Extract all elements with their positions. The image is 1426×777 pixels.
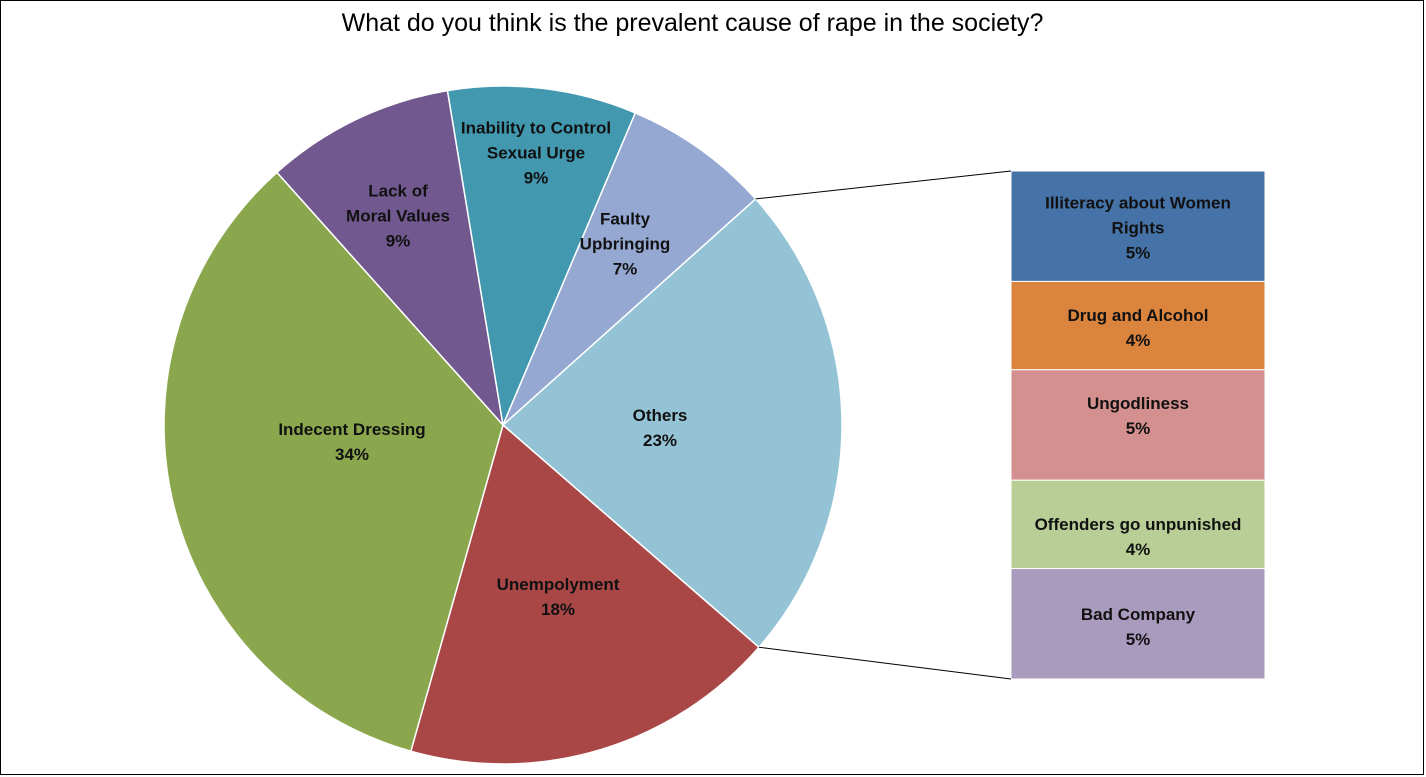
pie-slice-lack-of-moral-values — [275, 89, 505, 428]
bar-segment-offenders-go-unpunished-percent-label: 4% — [1126, 540, 1151, 559]
pie-slice-inability-to-control-sexual-urge — [446, 85, 637, 428]
pie-slice-unempolyment-percent-label: 18% — [541, 600, 575, 619]
pie-slice-unempolyment-label: Unempolyment — [497, 575, 620, 594]
pie-slice-lack-of-moral-values-percent-label: 9% — [386, 231, 411, 250]
pie-slice-inability-to-control-sexual-urge-label: Inability to Control — [461, 118, 611, 137]
bar-segment-ungodliness-label: Ungodliness — [1087, 394, 1189, 413]
pie-slice-indecent-dressing-percent-label: 34% — [335, 445, 369, 464]
pie-slice-faulty-upbringing-percent-label: 7% — [613, 259, 638, 278]
pie-slice-lack-of-moral-values-label: Moral Values — [346, 206, 450, 225]
pie-slice-others-label: Others — [633, 406, 688, 425]
bar-segment-illiteracy-about-women-rights — [1010, 170, 1266, 282]
pie-slice-inability-to-control-sexual-urge-percent-label: 9% — [524, 168, 549, 187]
pie-slice-faulty-upbringing-label: Faulty — [600, 209, 651, 228]
connector-line-bottom — [758, 646, 1012, 680]
bar-segment-drug-and-alcohol-label: Drug and Alcohol — [1067, 306, 1208, 325]
pie-slice-inability-to-control-sexual-urge-label: Sexual Urge — [487, 143, 585, 162]
bar-segment-ungodliness-percent-label: 5% — [1126, 419, 1151, 438]
bar-segment-offenders-go-unpunished-label: Offenders go unpunished — [1035, 515, 1242, 534]
pie-slice-unempolyment — [409, 423, 761, 765]
bar-segment-illiteracy-about-women-rights-label: Rights — [1112, 218, 1165, 237]
pie-slice-others — [501, 197, 843, 649]
bar-segment-drug-and-alcohol-percent-label: 4% — [1126, 331, 1151, 350]
pie-slice-indecent-dressing-label: Indecent Dressing — [278, 420, 425, 439]
pie-slice-faulty-upbringing-label: Upbringing — [580, 234, 671, 253]
connector-line-top — [755, 170, 1012, 200]
bar-segment-bad-company-label: Bad Company — [1081, 605, 1196, 624]
bar-segment-bad-company — [1010, 568, 1266, 680]
pie-slice-others-percent-label: 23% — [643, 431, 677, 450]
bar-segment-illiteracy-about-women-rights-percent-label: 5% — [1126, 243, 1151, 262]
pie-slice-indecent-dressing — [163, 171, 504, 753]
pie-slice-faulty-upbringing — [502, 111, 757, 426]
bar-segment-offenders-go-unpunished — [1010, 479, 1266, 570]
bar-segment-illiteracy-about-women-rights-label: Illiteracy about Women — [1045, 193, 1231, 212]
pie-slice-lack-of-moral-values-label: Lack of — [368, 181, 428, 200]
chart-title: What do you think is the prevalent cause… — [341, 9, 1044, 37]
bar-segment-drug-and-alcohol — [1010, 280, 1266, 371]
bar-segment-ungodliness — [1010, 369, 1266, 481]
bar-segment-bad-company-percent-label: 5% — [1126, 630, 1151, 649]
